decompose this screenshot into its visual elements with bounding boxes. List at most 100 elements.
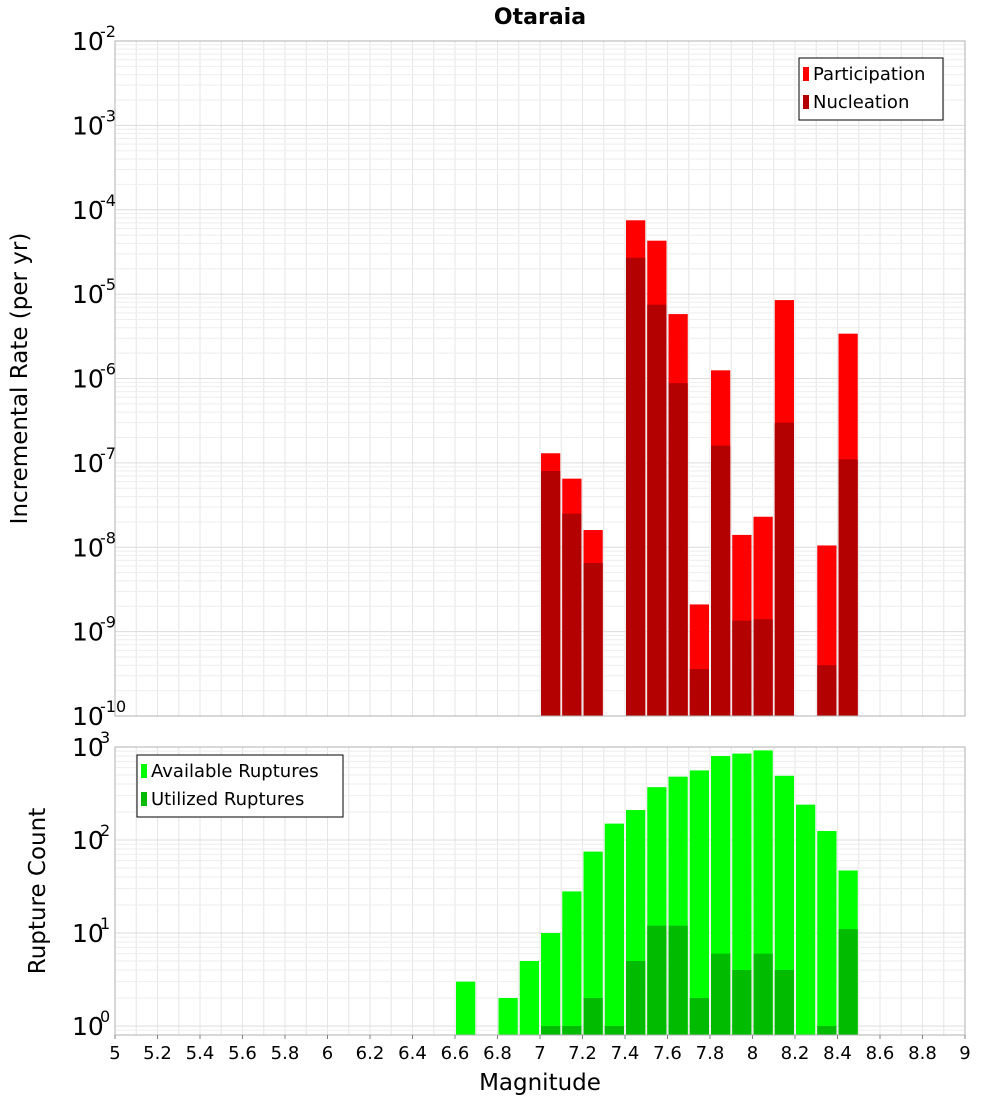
y-tick-exponent: 0: [100, 1007, 110, 1026]
bar: [817, 830, 837, 1035]
bar: [583, 563, 603, 716]
x-tick-label: 6: [322, 1043, 333, 1064]
bar: [732, 969, 752, 1035]
bar: [626, 257, 646, 716]
legend-entry: Available Ruptures: [141, 761, 319, 782]
legend-swatch: [141, 764, 147, 778]
y-tick-base: 10: [72, 449, 104, 478]
x-tick-label: 5.8: [271, 1043, 300, 1064]
legend-label: Available Ruptures: [151, 761, 319, 782]
legend-swatch: [803, 67, 809, 81]
x-tick-label: 9: [959, 1043, 970, 1064]
bar: [498, 997, 518, 1035]
bar: [838, 459, 858, 716]
y-tick-exponent: -2: [100, 22, 116, 41]
bar: [668, 383, 688, 716]
bar: [796, 804, 816, 1035]
y-tick-base: 10: [72, 280, 104, 309]
bar: [541, 1025, 561, 1035]
bar: [626, 960, 646, 1035]
bar: [583, 851, 603, 1035]
y-tick-exponent: -7: [100, 444, 116, 463]
y-tick-label: 100: [72, 1007, 110, 1041]
bar: [647, 304, 667, 716]
x-tick-label: 6.6: [441, 1043, 470, 1064]
series-utilized-ruptures: [541, 925, 858, 1035]
bar: [817, 665, 837, 716]
legend-entry: Nucleation: [803, 92, 909, 113]
y-tick-exponent: -4: [100, 191, 116, 210]
y-tick-label: 10-6: [72, 360, 116, 394]
bar: [774, 969, 794, 1035]
x-tick-label: 6.8: [483, 1043, 512, 1064]
y-tick-exponent: 3: [100, 728, 110, 747]
legend-label: Participation: [813, 64, 925, 85]
bar: [583, 997, 603, 1035]
y-tick-label: 10-10: [72, 697, 126, 731]
bar: [689, 669, 709, 716]
x-tick-label: 7.6: [653, 1043, 682, 1064]
y-tick-label: 101: [72, 914, 110, 948]
x-tick-label: 5.2: [143, 1043, 172, 1064]
legend-box: [798, 57, 944, 121]
x-tick-label: 5: [109, 1043, 120, 1064]
x-tick-label: 7.8: [696, 1043, 725, 1064]
y-tick-base: 10: [72, 618, 104, 647]
y-tick-label: 102: [72, 821, 110, 855]
x-tick-label: 7: [534, 1043, 545, 1064]
legend: Available Ruptures Utilized Ruptures: [136, 754, 344, 818]
x-tick-label: 8: [747, 1043, 758, 1064]
bar: [732, 620, 752, 716]
y-tick-label: 10-4: [72, 191, 116, 225]
legend-box: [136, 754, 344, 818]
y-tick-base: 10: [72, 733, 104, 762]
y-tick-base: 10: [72, 196, 104, 225]
bar: [774, 422, 794, 716]
x-tick-label: 8.6: [866, 1043, 895, 1064]
x-tick-label: 7.4: [611, 1043, 640, 1064]
y-tick-label: 10-9: [72, 613, 116, 647]
bar: [753, 953, 773, 1035]
x-tick-label: 6.2: [356, 1043, 385, 1064]
y-tick-exponent: -10: [100, 697, 126, 716]
y-tick-exponent: -5: [100, 275, 116, 294]
legend-swatch: [803, 95, 809, 109]
chart-title: Otaraia: [494, 5, 586, 30]
y-tick-exponent: 1: [100, 914, 110, 933]
bar: [562, 513, 582, 716]
bar: [689, 997, 709, 1035]
bar: [541, 932, 561, 1035]
bar: [541, 471, 561, 716]
bar: [689, 770, 709, 1035]
x-tick-label: 8.4: [823, 1043, 852, 1064]
legend-label: Nucleation: [813, 92, 909, 113]
bar: [753, 619, 773, 716]
y-tick-base: 10: [72, 919, 104, 948]
legend-swatch: [141, 792, 147, 806]
y-tick-base: 10: [72, 533, 104, 562]
x-tick-label: 8.2: [781, 1043, 810, 1064]
bar: [711, 953, 731, 1035]
y-tick-exponent: -6: [100, 360, 116, 379]
y-tick-exponent: 2: [100, 821, 110, 840]
bar: [647, 925, 667, 1035]
bar: [562, 1025, 582, 1035]
bar: [668, 925, 688, 1035]
legend-entry: Utilized Ruptures: [141, 789, 304, 810]
y-tick-label: 103: [72, 728, 110, 762]
bar: [604, 1025, 624, 1035]
y-tick-label: 10-8: [72, 528, 116, 562]
y-tick-exponent: -3: [100, 106, 116, 125]
x-tick-label: 7.2: [568, 1043, 597, 1064]
y-tick-base: 10: [72, 111, 104, 140]
bar: [817, 1025, 837, 1035]
y-tick-label: 10-7: [72, 444, 116, 478]
legend: Participation Nucleation: [798, 57, 944, 121]
y-tick-base: 10: [72, 702, 104, 731]
bar: [604, 823, 624, 1035]
x-tick-label: 8.8: [908, 1043, 937, 1064]
legend-label: Utilized Ruptures: [151, 789, 304, 810]
plot-border: [114, 40, 966, 717]
y-tick-base: 10: [72, 365, 104, 394]
legend-entry: Participation: [803, 64, 925, 85]
